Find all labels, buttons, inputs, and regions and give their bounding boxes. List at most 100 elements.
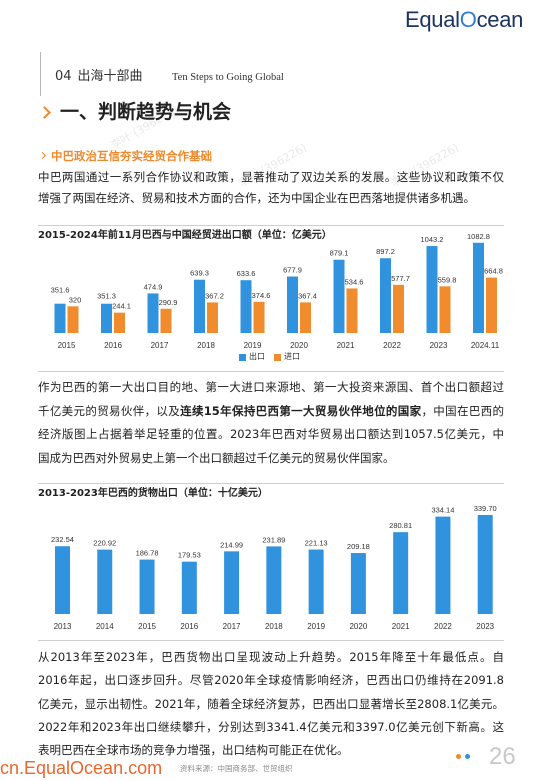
data-label-export: 351.3 [97,292,116,301]
bar-import [253,301,265,333]
data-label: 232.54 [51,535,74,544]
decor-dot-orange [456,754,461,759]
page-number: 26 [489,743,516,770]
data-label-import: 367.4 [298,291,317,300]
bar-import [393,284,404,333]
paragraph-line: 表明巴西在全球市场的竞争力增强，出口结构可能正在优化。 [38,743,349,758]
bar-import [114,312,125,333]
data-label-export: 1082.8 [467,232,490,241]
data-label-export: 879.1 [330,249,349,258]
paragraph-line: 增强了两国在经济、贸易和技术方面的合作，还为中国企业在巴西落地提供诸多机遇。 [38,191,475,205]
section-label: 04 出海十部曲 [55,68,143,86]
chart-title: 2013-2023年巴西的货物出口（单位：十亿美元） [38,488,268,499]
x-tick-label: 2018 [265,622,283,631]
bar-goods-export [435,516,451,614]
bar-export [194,279,205,333]
chart-legend: 出口 进口 [239,351,309,363]
x-tick-label: 2015 [58,341,76,350]
section-number: 04 [55,69,72,84]
bar-goods-export [55,546,70,614]
paragraph-text: 千亿美元的贸易伙伴，以及 [38,403,181,418]
data-label-import: 374.6 [252,291,271,300]
logo-text-equal: Equal [405,7,460,32]
bar-import [67,306,79,333]
bar-goods-export [393,532,409,614]
x-tick-label: 2013 [54,622,72,631]
data-label: 220.92 [93,539,116,548]
chevron-right-icon [38,151,47,160]
equalocean-logo: EqualOcean [405,6,523,34]
bar-export [147,293,159,333]
x-tick-label: 2023 [430,341,448,350]
x-tick-label: 2022 [383,341,401,350]
data-label-export: 639.3 [190,269,209,278]
bar-export [426,246,438,333]
paragraph-line: 从2013年至2023年，巴西货物出口呈现波动上升趋势。2015年降至十年最低点… [38,650,504,664]
chart-title: 2015-2024年前11月巴西与中国经贸进出口额（单位：亿美元） [38,230,332,241]
data-label: 339.70 [474,504,497,513]
data-label-import: 534.6 [345,277,364,286]
decor-dot-blue [465,754,470,759]
bar-goods-export [477,515,493,614]
x-tick-label: 2021 [337,341,355,350]
chevron-right-icon [38,106,51,119]
data-label: 221.13 [305,539,328,548]
paragraph-intro: 中巴两国通过一系列合作协议和政策，显著推动了双边关系的发展。这些协议和政策不仅 … [38,167,504,209]
data-label: 186.78 [136,549,159,558]
chart-bottom-rule [38,640,504,641]
data-label-export: 351.6 [51,285,70,294]
paragraph-text: ，中国在巴西的 [421,403,504,418]
x-tick-label: 2024.11 [471,341,500,350]
bar-export [333,259,345,333]
legend-swatch-import [274,353,281,361]
sub-heading: 中巴政治互信夯实经贸合作基础 [51,149,212,163]
bar-export [380,258,391,333]
x-tick-label: 2017 [151,341,169,350]
legend-swatch-export [239,353,246,361]
x-tick-label: 2016 [180,622,198,631]
paragraph-line: 2016年起，出口逐步回升。尽管2020年全球疫情影响经济，巴西出口仍维持在20… [38,673,504,688]
paragraph-export-trend: 从2013年至2023年，巴西货物出口呈现波动上升趋势。2015年降至十年最低点… [38,646,504,762]
bar-goods-export [308,549,324,614]
x-tick-label: 2019 [244,341,262,350]
data-label: 334.14 [431,506,454,515]
chart-top-rule [38,483,504,484]
section-title-english: Ten Steps to Going Global [172,72,284,83]
data-label-import: 244.1 [112,302,131,311]
bar-import [486,277,497,333]
bar-export [473,242,484,333]
paragraph-line: 2022年和2023年出口继续攀升，分别达到3341.4亿美元和3397.0亿美… [38,719,504,734]
bar-goods-export [181,561,197,614]
data-label-import: 664.8 [484,267,503,276]
x-tick-label: 2018 [197,341,215,350]
data-label-export: 633.6 [237,269,256,278]
x-tick-label: 2016 [104,341,122,350]
x-tick-label: 2020 [349,622,367,631]
bar-import [300,302,311,333]
chart-bottom-rule [38,371,504,372]
data-label: 179.53 [178,551,201,560]
bar-import [160,308,172,333]
paragraph-emphasis: 连续15年保持巴西第一大贸易伙伴地位的国家 [180,403,422,418]
data-label: 280.81 [389,521,412,530]
data-label-export: 1043.2 [421,235,444,244]
paragraph-line: 中巴两国通过一系列合作协议和政策，显著推动了双边关系的发展。这些协议和政策不仅 [38,170,504,184]
bar-import [207,302,218,333]
chart-top-rule [38,225,504,226]
section-title: 出海十部曲 [77,69,143,84]
bar-export [54,303,66,333]
data-label-import: 290.9 [159,298,178,307]
bar-goods-export [97,549,113,614]
legend-label-export: 出口 [249,352,265,361]
x-tick-label: 2023 [476,622,494,631]
bar-export [240,280,252,333]
paragraph-line: 千亿美元的贸易伙伴，以及连续15年保持巴西第一大贸易伙伴地位的国家，中国在巴西的 [38,400,504,424]
paragraph-line: 作为巴西的第一大出口目的地、第一大进口来源地、第一大投资来源国、首个出口额超过 [38,380,504,394]
bar-goods-export [350,553,366,614]
data-source-note: 资料来源：中国商务部、世贸组织 [180,764,293,773]
x-tick-label: 2021 [392,622,410,631]
x-tick-label: 2019 [307,622,325,631]
paragraph-line: 亿美元，显示出韧性。2021年，随着全球经济复苏，巴西出口显著增长至2808.1… [38,696,504,711]
data-label-export: 677.9 [283,266,302,275]
